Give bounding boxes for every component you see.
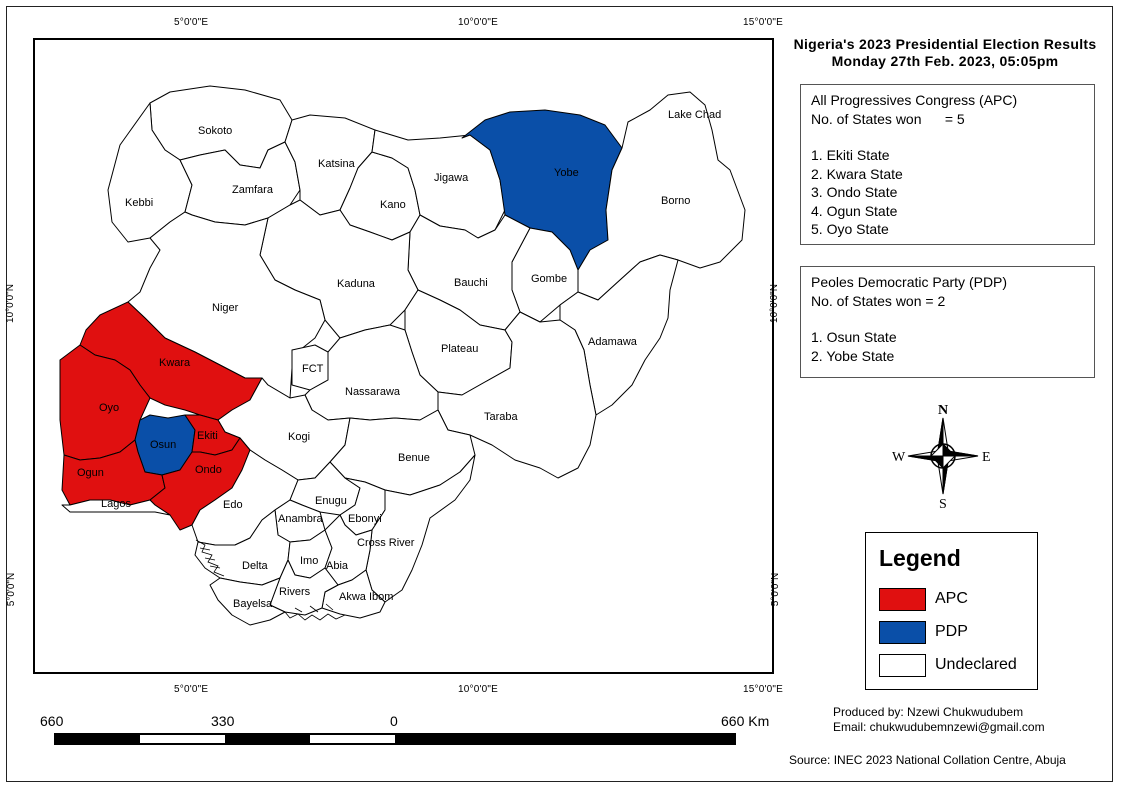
label-ondo: Ondo: [195, 464, 222, 476]
label-kaduna: Kaduna: [337, 278, 376, 290]
state-bayelsa: [209, 577, 286, 626]
label-anambra: Anambra: [278, 513, 324, 525]
apc-summary-box: All Progressives Congress (APC) No. of S…: [800, 84, 1095, 245]
compass-s: S: [939, 497, 947, 512]
legend-label-pdp: PDP: [935, 623, 968, 640]
pdp-party-name: Peoles Democratic Party (PDP): [811, 274, 1008, 290]
label-edo: Edo: [223, 499, 243, 511]
label-fct: FCT: [302, 363, 324, 375]
label-cross-river: Cross River: [357, 537, 415, 549]
author-email: Email: chukwudubemnzewi@gmail.com: [833, 720, 1045, 734]
label-bauchi: Bauchi: [454, 277, 488, 289]
apc-state-count: No. of States won = 5: [811, 110, 965, 127]
graticule-top-5e: 5°0'0"E: [174, 17, 209, 28]
credits: Produced by: Nzewi Chukwudubem Email: ch…: [833, 705, 1045, 735]
coastal-creeks: [195, 539, 346, 621]
label-akwa-ibom: Akwa Ibom: [339, 591, 393, 603]
label-kebbi: Kebbi: [125, 197, 153, 209]
legend: Legend APC PDP Undeclared: [865, 532, 1038, 690]
legend-swatch-undeclared: [879, 654, 926, 677]
apc-state-item: 3. Ondo State: [811, 184, 898, 200]
label-benue: Benue: [398, 452, 430, 464]
label-ogun: Ogun: [77, 467, 104, 479]
label-taraba: Taraba: [484, 411, 519, 423]
legend-swatch-pdp: [879, 621, 926, 644]
graticule-bottom-15e: 15°0'0"E: [743, 684, 783, 695]
label-abia: Abia: [326, 560, 349, 572]
label-rivers: Rivers: [279, 586, 311, 598]
label-borno: Borno: [661, 195, 690, 207]
apc-party-name: All Progressives Congress (APC): [811, 92, 1018, 108]
label-imo: Imo: [300, 555, 318, 567]
label-lagos: Lagos: [101, 498, 131, 510]
scale-label-mid: 330: [211, 713, 235, 729]
compass-n: N: [938, 403, 948, 418]
produced-by: Produced by: Nzewi Chukwudubem: [833, 705, 1024, 719]
state-taraba: [437, 311, 597, 479]
pdp-summary-box: Peoles Democratic Party (PDP) No. of Sta…: [800, 266, 1095, 378]
legend-label-undeclared: Undeclared: [935, 656, 1017, 673]
label-enugu: Enugu: [315, 495, 347, 507]
label-kogi: Kogi: [288, 431, 310, 443]
map-frame: [33, 38, 774, 674]
pdp-state-item: 2. Yobe State: [811, 347, 895, 364]
label-yobe: Yobe: [554, 167, 579, 179]
label-lake-chad: Lake Chad: [668, 109, 721, 121]
label-niger: Niger: [212, 302, 239, 314]
label-jigawa: Jigawa: [434, 172, 469, 184]
apc-state-item: 1. Ekiti State: [811, 147, 890, 163]
apc-state-item: 2. Kwara State: [811, 165, 903, 182]
label-zamfara: Zamfara: [232, 184, 274, 196]
state-abia: [324, 514, 373, 586]
label-adamawa: Adamawa: [588, 336, 638, 348]
label-nassarawa: Nassarawa: [345, 386, 401, 398]
graticule-bottom-5e: 5°0'0"E: [174, 684, 209, 695]
title-line-2: Monday 27th Feb. 2023, 05:05pm: [831, 53, 1059, 69]
label-kano: Kano: [380, 199, 406, 211]
scale-label-left: 660: [40, 713, 64, 729]
graticule-top-15e: 15°0'0"E: [743, 17, 783, 28]
label-gombe: Gombe: [531, 273, 567, 285]
label-bayelsa: Bayelsa: [233, 598, 273, 610]
label-delta: Delta: [242, 560, 269, 572]
label-katsina: Katsina: [318, 158, 356, 170]
label-osun: Osun: [150, 439, 176, 451]
scale-label-right: 660 Km: [721, 713, 769, 729]
title-line-1: Nigeria's 2023 Presidential Election Res…: [793, 36, 1097, 52]
apc-state-item: 4. Ogun State: [811, 202, 898, 219]
label-oyo: Oyo: [99, 402, 119, 414]
legend-title: Legend: [879, 545, 961, 571]
label-plateau: Plateau: [441, 343, 478, 355]
compass-w: W: [892, 450, 906, 465]
label-kwara: Kwara: [159, 357, 191, 369]
data-source: Source: INEC 2023 National Collation Cen…: [789, 753, 1066, 767]
state-borno: [577, 91, 746, 301]
pdp-state-count: No. of States won = 2: [811, 292, 946, 309]
apc-state-item: 5. Oyo State: [811, 221, 889, 237]
state-lagos: [61, 499, 171, 516]
label-sokoto: Sokoto: [198, 125, 232, 137]
scale-label-right-value: 660: [721, 713, 745, 729]
nigeria-map: Sokoto Katsina Jigawa Yobe Lake Chad Zam…: [59, 85, 746, 626]
scale-bar: [54, 733, 736, 745]
label-ebonyi: Ebonyi: [348, 513, 382, 525]
pdp-state-item: 1. Osun State: [811, 329, 897, 345]
north-arrow-compass-icon: N S W E: [892, 403, 991, 512]
graticule-top-10e: 10°0'0"E: [458, 17, 498, 28]
scale-unit: Km: [748, 713, 770, 729]
scale-label-zero: 0: [390, 713, 398, 729]
page-frame: [6, 6, 1113, 782]
label-ekiti: Ekiti: [197, 430, 218, 442]
graticule-bottom-10e: 10°0'0"E: [458, 684, 498, 695]
legend-label-apc: APC: [935, 590, 968, 607]
map-title: Nigeria's 2023 Presidential Election Res…: [775, 36, 1115, 70]
compass-e: E: [982, 450, 991, 465]
legend-swatch-apc: [879, 588, 926, 611]
